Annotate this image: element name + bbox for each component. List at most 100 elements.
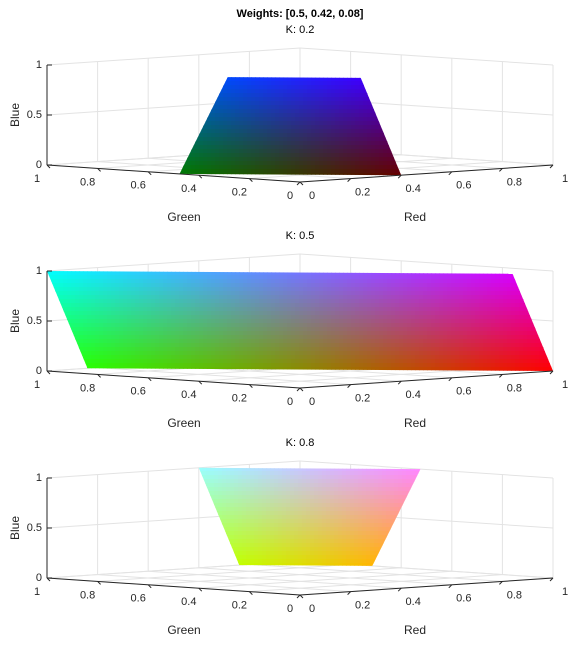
surface-cell [239, 363, 244, 368]
surface-cell [191, 331, 196, 336]
surface-cell [231, 311, 236, 316]
surface-cell [411, 359, 416, 364]
surface-cell [315, 279, 320, 284]
surface-cell [407, 347, 412, 352]
surface-cell [155, 343, 160, 348]
surface-cell [203, 311, 208, 316]
surface-cell [291, 295, 296, 300]
surface-cell [423, 367, 428, 371]
tick-mark [549, 370, 554, 375]
surface-cell [163, 315, 168, 320]
surface-cell [235, 343, 240, 348]
surface-cell [67, 279, 72, 284]
surface-cell [431, 295, 436, 300]
surface-cell [531, 327, 536, 332]
surface-cell [259, 287, 264, 292]
surface-cell [499, 351, 504, 356]
surface-cell [251, 85, 256, 90]
surface-cell [103, 319, 108, 324]
surface-cell [195, 275, 200, 280]
surface-cell [131, 343, 136, 348]
surface-cell [515, 355, 520, 360]
surface-cell [327, 335, 332, 340]
surface-cell [419, 275, 424, 280]
surface-cell [315, 331, 320, 336]
surface-cell [191, 283, 196, 288]
surface-cell [215, 359, 220, 364]
surface-cell [103, 327, 108, 332]
surface-cell [87, 327, 92, 332]
surface-cell [299, 299, 304, 304]
surface-cell [131, 275, 136, 280]
surface-cell [259, 89, 264, 94]
surface-cell [219, 331, 224, 336]
surface-cell [375, 157, 380, 162]
surface-cell [271, 327, 276, 332]
surface-cell [63, 271, 68, 276]
surface-cell [79, 315, 84, 320]
surface-cell [399, 359, 404, 364]
surface-cell [211, 327, 216, 332]
surface-cell [287, 105, 292, 110]
surface-cell [127, 303, 132, 308]
surface-cell [219, 271, 224, 276]
surface-cell [351, 97, 356, 102]
surface-cell [203, 335, 208, 340]
surface-cell [335, 157, 340, 162]
surface-cell [279, 77, 284, 82]
surface-cell [359, 89, 364, 94]
surface-cell [431, 363, 436, 368]
surface-cell [331, 303, 336, 308]
surface-cell [335, 161, 340, 166]
surface-cell [247, 145, 252, 150]
surface-cell [355, 121, 360, 126]
surface-cell [467, 327, 472, 332]
surface-cell [363, 121, 368, 126]
surface-cell [222, 475, 227, 480]
surface-cell [247, 303, 252, 308]
surface-cell [483, 279, 488, 284]
surface-cell [471, 311, 476, 316]
surface-cell [479, 363, 484, 368]
surface-cell [231, 117, 236, 122]
surface-cell [327, 287, 332, 292]
surface-cell [175, 299, 180, 304]
surface-cell [55, 271, 60, 276]
surface-cell [331, 295, 336, 300]
surface-cell [375, 327, 380, 332]
surface-cell [343, 335, 348, 340]
surface-cell [191, 359, 196, 364]
surface-cell [151, 359, 156, 364]
surface-cell [251, 109, 256, 114]
surface-cell [119, 327, 124, 332]
surface-cell [311, 113, 316, 118]
surface-cell [303, 291, 308, 296]
surface-cell [207, 141, 212, 146]
y-axis-label: Green [167, 416, 200, 430]
surface-cell [271, 77, 276, 82]
surface-cell [471, 351, 476, 356]
surface-cell [339, 327, 344, 332]
surface-cell [199, 275, 204, 280]
surface-cell [407, 339, 412, 344]
surface-cell [251, 157, 256, 162]
surface-cell [195, 339, 200, 344]
surface-cell [179, 283, 184, 288]
surface-cell [407, 319, 412, 324]
surface-cell [399, 311, 404, 316]
surface-cell [363, 283, 368, 288]
surface-cell [155, 311, 160, 316]
surface-cell [187, 331, 192, 336]
surface-cell [223, 85, 228, 90]
surface-cell [219, 145, 224, 150]
surface-cell [139, 347, 144, 352]
surface-cell [218, 511, 223, 516]
surface-cell [275, 275, 280, 280]
surface-cell [403, 359, 408, 364]
surface-cell [259, 339, 264, 344]
tick-mark [347, 384, 351, 388]
surface-cell [295, 359, 300, 364]
surface-cell [267, 279, 272, 284]
surface-cell [331, 117, 336, 122]
surface-cell [287, 89, 292, 94]
